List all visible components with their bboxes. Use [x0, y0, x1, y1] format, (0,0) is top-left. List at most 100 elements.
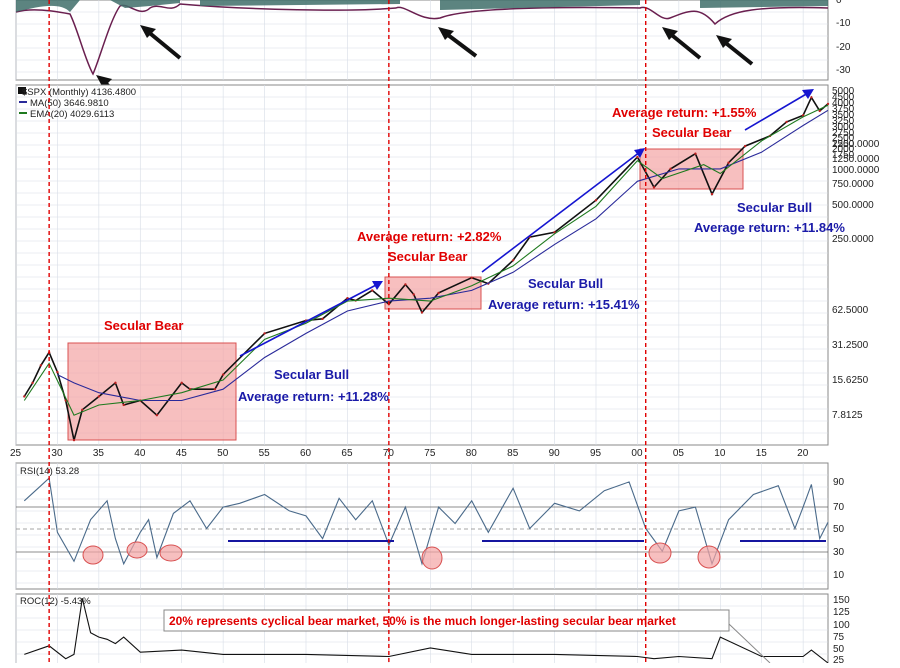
x-tick: 00 [631, 448, 643, 459]
price-point [437, 291, 440, 295]
roc-callout: 20% represents cyclical bear market, 50%… [163, 609, 771, 664]
cycle-lines [48, 0, 647, 663]
x-tick: 45 [176, 448, 188, 459]
x-tick: 90 [549, 448, 561, 459]
price-point [114, 381, 117, 385]
y-tick: 5000 [832, 86, 855, 97]
top-oscillator-line [15, 3, 829, 76]
y-tick: 1250.0000 [832, 154, 880, 165]
x-tick: 60 [300, 448, 312, 459]
oversold-circle [648, 542, 672, 564]
price-point [511, 259, 515, 262]
black-arrow-head [140, 25, 156, 38]
top-tick: -30 [836, 65, 851, 76]
oversold-circle [697, 545, 721, 569]
x-tick: 30 [51, 448, 63, 459]
oversold-circle [126, 541, 148, 559]
price-point [818, 109, 821, 113]
rsi-oversold-circles [82, 541, 721, 570]
bull1-title: Secular Bull [274, 367, 349, 382]
roc-callout-text: 20% represents cyclical bear market, 50%… [169, 614, 676, 628]
y-tick: 1750 [832, 150, 855, 161]
black-arrow [666, 30, 702, 60]
main-panel: $SPX (Monthly) 4136.4800 MA(50) 3646.981… [10, 84, 880, 459]
bear3-title: Secular Bear [652, 125, 732, 140]
y-tick: 250.0000 [832, 234, 874, 245]
price-point [122, 403, 125, 407]
bull2-title: Secular Bull [528, 276, 603, 291]
rsi-tick: 30 [833, 547, 845, 558]
main-annotations: Secular Bear Secular Bull Average return… [104, 105, 845, 404]
y-tick: 31.2500 [832, 340, 869, 351]
price-point [39, 364, 43, 367]
bull-arrow [239, 283, 379, 357]
roc-tick: 100 [833, 620, 850, 631]
bull-arrow-head [372, 281, 383, 290]
y-tick: 3500 [832, 110, 855, 121]
bull-arrow [481, 151, 641, 273]
price-point [801, 114, 805, 117]
rsi-tick: 90 [833, 477, 845, 488]
y-tick: 15.6250 [832, 375, 869, 386]
oversold-circle [421, 546, 443, 570]
price-point [31, 381, 34, 385]
black-arrow-head [438, 27, 454, 40]
y-tick: 2250 [832, 139, 855, 150]
y-tick: 1500.0000 [832, 139, 880, 150]
price-point [594, 199, 598, 202]
price-point [743, 144, 747, 148]
price-point [72, 438, 76, 442]
top-tick: 0 [836, 0, 842, 6]
rsi-tick: 70 [833, 502, 845, 513]
price-point [263, 332, 266, 335]
legend-ema: EMA(20) 4029.6113 [30, 109, 114, 120]
roc-tick: 125 [833, 607, 850, 618]
price-point [371, 289, 374, 292]
price-point [810, 96, 813, 99]
black-arrow-head [716, 35, 732, 48]
bull2-return: Average return: +15.41% [488, 297, 640, 312]
roc-callout-pointer [728, 623, 771, 664]
y-tick: 62.5000 [832, 305, 869, 316]
rsi-panel-frame [15, 462, 829, 590]
y-tick: 2000 [832, 144, 855, 155]
y-tick: 500.0000 [832, 200, 874, 211]
roc-tick: 75 [833, 632, 845, 643]
main-legend: $SPX (Monthly) 4136.4800 MA(50) 3646.981… [18, 87, 136, 120]
price-point [636, 155, 639, 159]
y-tick: 2500 [832, 133, 855, 144]
black-arrow [144, 28, 182, 60]
roc-tick: 50 [833, 644, 845, 655]
price-point [213, 388, 217, 391]
top-panel-frame [15, 0, 829, 81]
x-tick: 95 [590, 448, 602, 459]
x-tick: 70 [383, 448, 395, 459]
y-tick: 4500 [832, 92, 855, 103]
x-tick: 75 [424, 448, 436, 459]
main-grid [15, 85, 828, 445]
x-tick: 25 [10, 448, 22, 459]
bull3-return-line1: Average return: +11.84% [694, 220, 845, 235]
series-line-2 [23, 104, 829, 416]
y-tick: 7.8125 [832, 410, 863, 421]
y-tick: 3000 [832, 122, 855, 133]
price-point [23, 395, 26, 398]
legend-ma: MA(50) 3646.9810 [30, 98, 109, 109]
price-point [785, 120, 788, 124]
price-point [56, 370, 59, 374]
top-oscillator-fill [16, 0, 828, 12]
y-tick: 750.0000 [832, 179, 874, 190]
x-tick: 05 [673, 448, 685, 459]
x-tick: 50 [217, 448, 229, 459]
x-tick: 55 [259, 448, 271, 459]
series-line-1 [57, 109, 829, 402]
secular-bear-box [384, 276, 482, 310]
rsi-tick: 50 [833, 524, 845, 535]
x-tick: 10 [714, 448, 726, 459]
roc-label: ROC(12) -5.43% [20, 596, 91, 607]
x-tick: 85 [507, 448, 519, 459]
price-point [727, 161, 730, 164]
roc-panel: ROC(12) -5.43% 150 125 100 75 50 25 20% … [15, 593, 850, 667]
